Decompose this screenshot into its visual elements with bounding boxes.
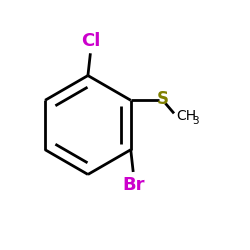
Text: Cl: Cl (81, 32, 100, 50)
Text: S: S (157, 90, 169, 108)
Text: 3: 3 (192, 116, 198, 126)
Text: CH: CH (176, 109, 197, 123)
Text: Br: Br (122, 176, 144, 194)
